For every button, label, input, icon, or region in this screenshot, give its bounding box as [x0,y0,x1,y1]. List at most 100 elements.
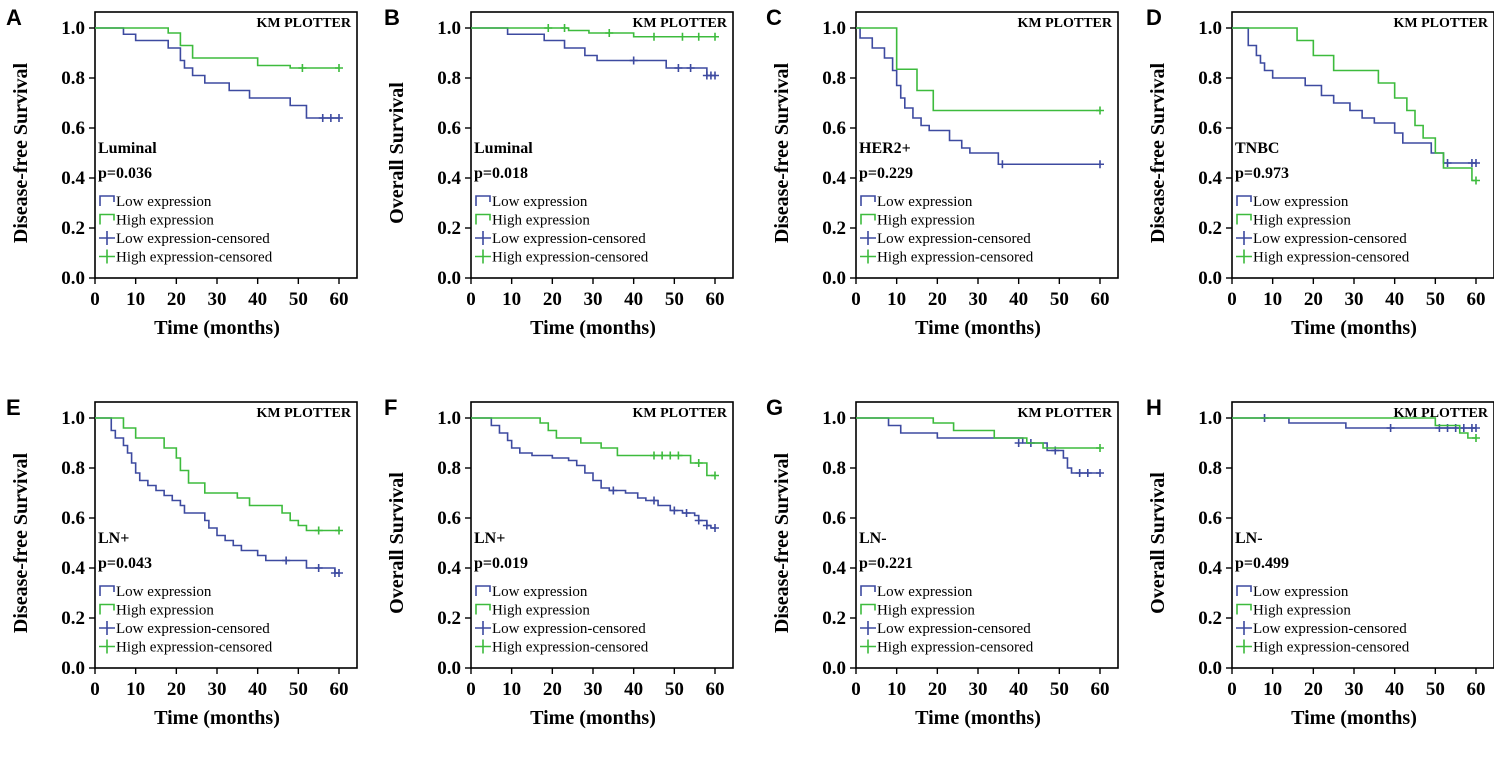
y-tick-label: 0.4 [61,168,85,189]
low-censored-mark [335,114,343,122]
legend-high-swatch [1236,603,1252,615]
high-expression-curve [856,417,1100,449]
x-tick-label: 10 [887,289,906,310]
x-axis-title: Time (months) [1291,317,1417,339]
legend-high-censored-swatch [860,639,876,654]
y-axis-title: Disease-free Survival [771,452,793,633]
x-tick-label: 10 [1263,289,1282,310]
y-tick-label: 0.8 [437,458,461,479]
panel-c: C KM PLOTTER 0.0 0.2 0.4 0.6 0.8 1.0 0 10 20 30 40 50… [766,5,1119,339]
x-tick-label: 30 [584,289,603,310]
x-tick-label: 0 [1227,289,1237,310]
subgroup-label: HER2+ [859,140,911,157]
legend-entry: Low expression [877,584,973,600]
x-tick-label: 40 [1385,679,1404,700]
y-tick-label: 0.8 [1198,68,1222,89]
low-censored-mark [1075,469,1084,477]
legend-low-censored-swatch [860,621,876,635]
legend-low-swatch [475,195,491,206]
subgroup-label: Luminal [474,140,533,157]
low-censored-mark [694,516,703,525]
p-value-label: p=0.221 [859,555,913,572]
legend-low-censored-swatch [99,231,115,245]
high-expression-curve [1232,27,1476,182]
p-value-label: p=0.036 [98,165,152,182]
x-tick-label: 30 [584,679,603,700]
x-tick-label: 50 [289,679,308,700]
x-tick-label: 10 [126,679,145,700]
watermark-label: KM PLOTTER [1017,406,1112,421]
low-censored-mark [682,509,691,517]
x-tick-label: 60 [706,289,725,310]
x-tick-label: 20 [1304,289,1323,310]
x-tick-label: 40 [1009,679,1028,700]
p-value-label: p=0.043 [98,555,152,572]
legend-high-censored-swatch [475,249,491,264]
x-tick-label: 30 [1345,679,1364,700]
legend-entry: High expression [492,603,590,619]
x-axis-title: Time (months) [915,317,1041,339]
x-tick-label: 20 [928,289,947,310]
high-censored-mark [650,32,658,41]
x-tick-label: 30 [969,679,988,700]
plot-frame [94,401,358,669]
legend-entry: High expression [116,213,214,229]
x-axis-title: Time (months) [530,317,656,339]
y-tick-label: 0.6 [437,508,461,529]
y-tick-label: 0.6 [822,508,846,529]
x-tick-label: 10 [126,289,145,310]
legend-entry: Low expression-censored [492,621,646,637]
legend-low-swatch [1236,585,1252,596]
legend-entry: High expression [1253,603,1351,619]
y-axis-title: Disease-free Survival [10,62,32,243]
legend-entry: Low expression [1253,584,1349,600]
low-censored-mark [1096,160,1104,169]
high-censored-mark [658,451,667,460]
x-tick-label: 10 [1263,679,1282,700]
y-tick-label: 0.4 [1198,168,1222,189]
x-tick-label: 10 [887,679,906,700]
legend-entry: Low expression [492,194,588,210]
y-tick-label: 1.0 [822,18,846,39]
plot-frame [470,11,734,279]
x-axis-title: Time (months) [154,707,280,729]
legend-entry: High expression-censored [116,640,273,656]
low-expression-curve [471,27,715,77]
y-tick-label: 0.2 [822,218,846,239]
x-tick-label: 50 [1426,679,1445,700]
y-tick-label: 0.2 [61,218,85,239]
legend-high-censored-swatch [1236,639,1252,654]
watermark-label: KM PLOTTER [256,406,351,421]
high-censored-mark [694,459,703,467]
x-tick-label: 60 [1091,289,1110,310]
x-tick-label: 20 [928,679,947,700]
watermark-label: KM PLOTTER [1393,16,1488,31]
x-tick-label: 0 [851,679,861,700]
plot-frame [94,11,358,279]
x-tick-label: 30 [969,289,988,310]
legend-high-swatch [1236,213,1252,225]
x-tick-label: 60 [330,289,349,310]
high-expression-curve [856,27,1100,112]
legend-low-swatch [99,195,115,206]
y-tick-label: 0.0 [822,658,846,679]
y-axis-title: Overall Survival [1147,472,1169,614]
legend-low-swatch [1236,195,1252,206]
low-expression-curve [95,27,339,119]
legend-low-censored-swatch [1236,621,1252,635]
high-censored-mark [678,32,687,41]
high-censored-mark [560,24,569,32]
legend-entry: High expression [116,603,214,619]
low-censored-mark [1083,469,1092,477]
p-value-label: p=0.499 [1235,555,1289,572]
legend-entry: Low expression [116,584,212,600]
watermark-label: KM PLOTTER [632,16,727,31]
legend-entry: High expression [877,603,975,619]
watermark-label: KM PLOTTER [632,406,727,421]
x-tick-label: 30 [208,679,227,700]
y-tick-label: 0.8 [61,458,85,479]
legend-high-swatch [860,213,876,225]
y-tick-label: 0.8 [1198,458,1222,479]
low-censored-mark [711,71,719,80]
high-censored-mark [666,451,675,460]
